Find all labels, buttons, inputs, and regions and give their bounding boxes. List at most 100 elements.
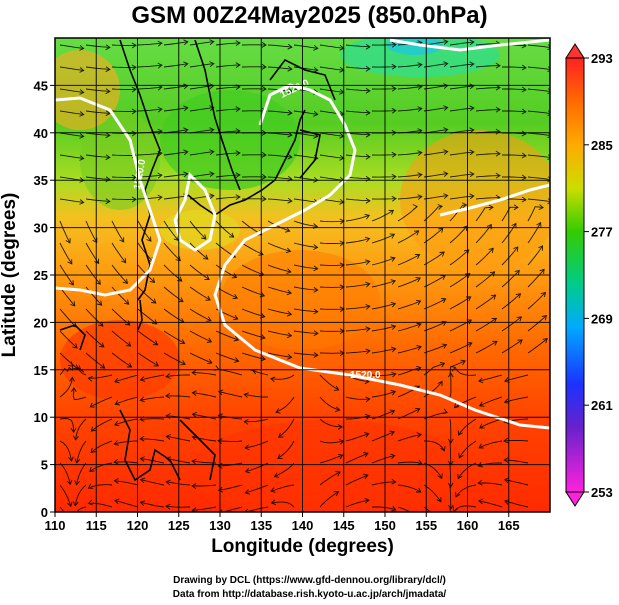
- streamline: [423, 484, 442, 502]
- streamline: [423, 440, 445, 452]
- streamline: [527, 154, 550, 158]
- streamline: [449, 41, 474, 46]
- streamline: [527, 269, 545, 288]
- streamline: [189, 41, 214, 46]
- colorbar-top-arrow: [565, 43, 585, 59]
- streamline-arrow: [417, 172, 423, 178]
- streamline-arrow: [235, 194, 241, 200]
- streamline-arrow: [335, 406, 341, 413]
- streamline-arrow: [209, 127, 215, 133]
- streamline: [192, 506, 217, 511]
- streamline-arrow: [478, 401, 485, 407]
- streamline-arrow: [89, 402, 95, 408]
- streamline: [319, 132, 344, 137]
- streamline-arrow: [503, 457, 509, 463]
- streamline-arrow: [521, 196, 527, 203]
- streamline-arrow: [364, 497, 370, 504]
- streamline: [423, 506, 432, 512]
- streamline: [449, 360, 466, 376]
- streamline-arrow: [122, 278, 128, 285]
- streamline-arrow: [139, 500, 146, 507]
- streamline: [371, 88, 397, 90]
- streamline-arrow: [157, 194, 163, 201]
- streamline-arrow: [206, 337, 213, 343]
- streamline-arrow: [538, 245, 544, 251]
- streamline: [192, 392, 217, 398]
- streamline-arrow: [139, 396, 145, 403]
- streamline-arrow: [87, 375, 93, 382]
- streamline: [502, 110, 527, 113]
- streamline-arrow: [521, 108, 527, 115]
- streamline: [478, 482, 503, 486]
- streamline: [371, 373, 396, 376]
- streamline-arrow: [114, 400, 120, 406]
- streamline: [371, 481, 396, 486]
- streamline: [189, 107, 214, 112]
- streamline: [423, 63, 448, 68]
- streamline: [423, 227, 444, 244]
- streamline: [501, 206, 519, 222]
- streamline: [85, 88, 110, 92]
- streamline: [59, 132, 84, 137]
- streamline: [189, 308, 212, 322]
- streamline-arrow: [131, 42, 137, 49]
- streamline-arrow: [469, 61, 475, 68]
- streamline-arrow: [417, 194, 423, 200]
- streamline: [267, 330, 292, 337]
- streamline-arrow: [114, 498, 120, 505]
- streamline-arrow: [521, 130, 527, 137]
- streamline-arrow: [243, 419, 249, 425]
- streamline: [397, 323, 422, 332]
- streamline-arrow: [119, 237, 125, 243]
- streamline: [455, 484, 477, 498]
- streamline-arrow: [491, 317, 498, 323]
- streamline: [501, 316, 522, 332]
- streamline-arrow: [209, 61, 215, 67]
- streamline: [59, 220, 71, 244]
- streamline: [111, 154, 137, 156]
- wind-streamlines: [59, 39, 550, 523]
- streamline-arrow: [235, 62, 241, 68]
- streamline-arrow: [105, 110, 111, 117]
- streamline: [217, 440, 243, 442]
- streamline-arrow: [285, 247, 292, 254]
- streamline-arrow: [151, 298, 157, 304]
- streamline: [189, 286, 211, 301]
- streamline-arrow: [365, 259, 371, 266]
- streamline: [140, 438, 165, 442]
- streamline-arrow: [69, 376, 75, 382]
- streamline: [345, 176, 370, 180]
- streamline-arrow: [217, 389, 224, 396]
- streamline: [166, 481, 191, 486]
- streamline-arrow: [438, 518, 443, 523]
- streamline: [218, 391, 243, 398]
- streamline-arrow: [191, 369, 197, 376]
- streamline-arrow: [90, 426, 97, 432]
- streamline: [245, 484, 269, 494]
- streamline: [163, 330, 185, 344]
- streamline-arrow: [441, 320, 447, 327]
- streamline-arrow: [469, 39, 475, 46]
- streamline: [140, 479, 165, 486]
- streamline: [111, 176, 137, 178]
- streamline: [345, 452, 369, 464]
- streamline-arrow: [313, 265, 319, 272]
- streamline: [163, 286, 184, 303]
- streamline-arrow: [391, 107, 397, 114]
- streamline: [85, 154, 110, 158]
- streamline: [527, 44, 550, 48]
- streamline: [220, 506, 243, 512]
- streamline-arrow: [157, 172, 163, 179]
- streamline: [137, 330, 158, 346]
- streamline-arrow: [443, 171, 449, 177]
- streamline: [397, 367, 421, 376]
- streamline: [449, 506, 451, 512]
- streamline-arrow: [96, 300, 103, 306]
- streamline-arrow: [286, 310, 293, 317]
- streamline-arrow: [490, 294, 497, 300]
- streamline: [114, 499, 139, 508]
- streamline-arrow: [67, 361, 74, 367]
- streamline: [527, 245, 543, 266]
- streamline-arrow: [417, 62, 423, 68]
- contour-label: 1520.0: [350, 370, 381, 381]
